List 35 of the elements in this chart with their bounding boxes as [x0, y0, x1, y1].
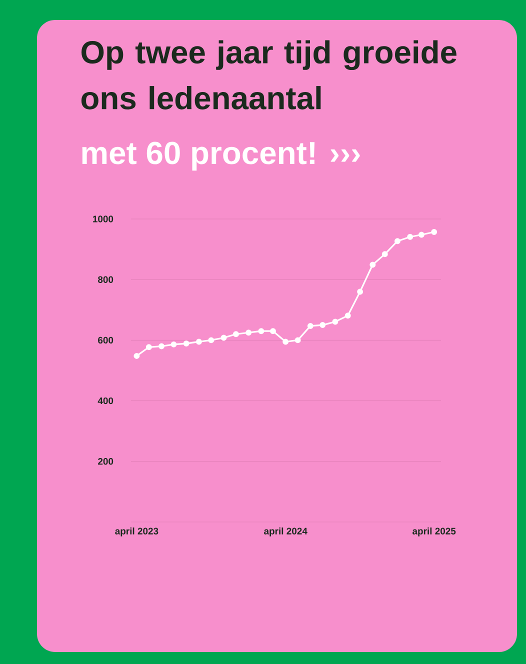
point: [170, 341, 177, 348]
x-tick-label: april 2023: [115, 528, 158, 536]
y-tick-label: 600: [98, 336, 114, 344]
point: [282, 338, 289, 345]
point: [332, 318, 338, 325]
point: [382, 251, 388, 258]
point: [270, 328, 276, 334]
point: [258, 328, 264, 334]
point: [294, 337, 301, 344]
point: [208, 337, 214, 344]
point: [146, 344, 152, 350]
y-tick-label: 400: [98, 397, 114, 404]
y-tick-label: 200: [98, 458, 114, 465]
y-tick-label: 800: [98, 276, 114, 283]
point: [407, 234, 414, 240]
x-tick-label: april 2025: [412, 528, 456, 536]
point: [246, 330, 252, 336]
point: [196, 338, 202, 345]
chart-subtitle: met 60 procent! ›››: [82, 142, 360, 171]
point: [183, 340, 190, 347]
point: [418, 232, 424, 238]
point: [220, 334, 227, 341]
point: [370, 262, 376, 268]
point: [232, 331, 239, 338]
point: [344, 312, 351, 319]
chart-title: Op twee jaar tijd groeide ons ledenaantal: [81, 40, 456, 110]
point: [307, 322, 314, 329]
point: [431, 229, 438, 236]
point: [394, 238, 400, 244]
point: [320, 322, 326, 328]
point: [158, 343, 165, 350]
y-tick-label: 1000: [93, 216, 114, 222]
point: [134, 352, 140, 359]
x-tick-label: april 2024: [264, 528, 308, 536]
point: [357, 288, 364, 295]
